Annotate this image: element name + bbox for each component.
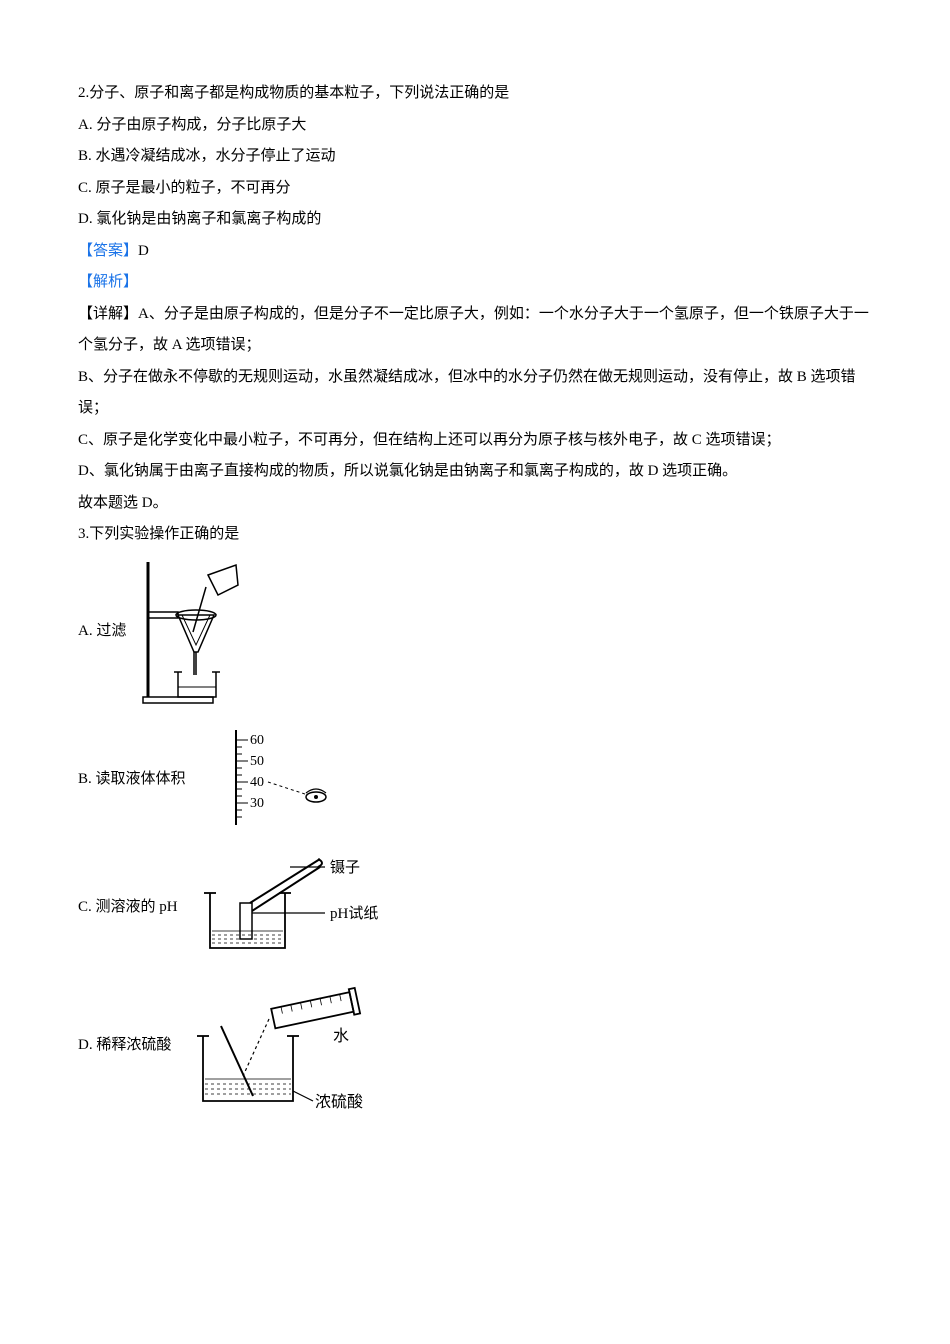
dilute-acid-icon: 水 浓硫酸 — [183, 981, 403, 1111]
tick-60: 60 — [250, 733, 264, 748]
acid-label: 浓硫酸 — [315, 1093, 363, 1111]
ph-paper-label: pH试纸 — [330, 905, 378, 922]
answer-value: D — [138, 243, 149, 259]
q2-option-c: C. 原子是最小的粒子，不可再分 — [78, 173, 872, 205]
explain-a: 【详解】A、分子是由原子构成的，但是分子不一定比原子大，例如：一个水分子大于一个… — [78, 299, 872, 362]
answer-line: 【答案】D — [78, 236, 872, 268]
tweezers-label: 镊子 — [330, 859, 360, 876]
q3-option-a-row: A. 过滤 — [78, 557, 872, 707]
tick-50: 50 — [250, 754, 264, 769]
q3-option-c-label: C. 测溶液的 pH — [78, 892, 178, 924]
cylinder-reading-icon: 60 50 40 30 — [198, 725, 338, 835]
ph-test-icon: 镊子 pH试纸 — [190, 853, 400, 963]
q3-stem: 3.下列实验操作正确的是 — [78, 519, 872, 551]
q2-option-d: D. 氯化钠是由钠离子和氯离子构成的 — [78, 204, 872, 236]
explain-final: 故本题选 D。 — [78, 488, 872, 520]
q2-option-b: B. 水遇冷凝结成冰，水分子停止了运动 — [78, 141, 872, 173]
water-label: 水 — [333, 1027, 349, 1045]
filter-diagram-icon — [138, 557, 258, 707]
q3-option-a-label: A. 过滤 — [78, 616, 126, 648]
tick-30: 30 — [250, 796, 264, 811]
q3-option-c-row: C. 测溶液的 pH 镊子 pH试纸 — [78, 853, 872, 963]
explain-d: D、氯化钠属于由离子直接构成的物质，所以说氯化钠是由钠离子和氯离子构成的，故 D… — [78, 456, 872, 488]
explain-b: B、分子在做永不停歇的无规则运动，水虽然凝结成冰，但冰中的水分子仍然在做无规则运… — [78, 362, 872, 425]
tick-40: 40 — [250, 775, 264, 790]
q3-option-b-row: B. 读取液体体积 60 50 40 30 — [78, 725, 872, 835]
q3-option-b-label: B. 读取液体体积 — [78, 764, 186, 796]
q2-stem: 2.分子、原子和离子都是构成物质的基本粒子，下列说法正确的是 — [78, 78, 872, 110]
explain-c: C、原子是化学变化中最小粒子，不可再分，但在结构上还可以再分为原子核与核外电子，… — [78, 425, 872, 457]
q2-option-a: A. 分子由原子构成，分子比原子大 — [78, 110, 872, 142]
q3-option-d-row: D. 稀释浓硫酸 — [78, 981, 872, 1111]
q3-option-d-label: D. 稀释浓硫酸 — [78, 1030, 171, 1062]
answer-label: 【答案】 — [78, 243, 138, 259]
analysis-label: 【解析】 — [78, 267, 872, 299]
